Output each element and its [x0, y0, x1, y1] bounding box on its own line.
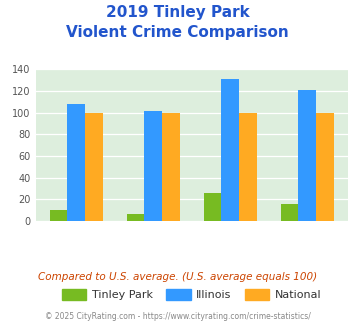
Bar: [162, 113, 180, 221]
Text: 2019 Tinley Park: 2019 Tinley Park: [106, 5, 249, 20]
Bar: [239, 113, 257, 221]
Bar: [316, 113, 334, 221]
Bar: [221, 79, 239, 221]
Bar: [204, 193, 221, 221]
Bar: [144, 111, 162, 221]
Bar: [280, 204, 298, 221]
Text: Compared to U.S. average. (U.S. average equals 100): Compared to U.S. average. (U.S. average …: [38, 272, 317, 282]
Text: Violent Crime Comparison: Violent Crime Comparison: [66, 25, 289, 40]
Bar: [67, 104, 85, 221]
Bar: [50, 210, 67, 221]
Text: © 2025 CityRating.com - https://www.cityrating.com/crime-statistics/: © 2025 CityRating.com - https://www.city…: [45, 312, 310, 321]
Legend: Tinley Park, Illinois, National: Tinley Park, Illinois, National: [58, 284, 326, 305]
Bar: [127, 214, 144, 221]
Bar: [85, 113, 103, 221]
Bar: [298, 90, 316, 221]
